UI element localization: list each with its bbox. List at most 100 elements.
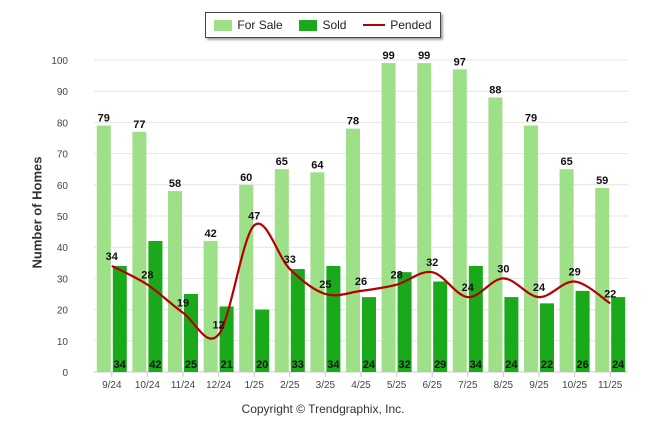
copyright-text: Copyright © Trendgraphix, Inc. [241, 402, 405, 416]
label-sold: 20 [256, 359, 268, 371]
label-sold: 24 [505, 359, 518, 371]
data-labels: 79 34 77 42 58 25 42 21 60 20 65 33 64 34 78 24 99 32 99 29… [98, 50, 626, 371]
label-pended: 25 [319, 279, 331, 291]
label-pended: 26 [355, 276, 367, 288]
label-for-sale: 42 [204, 228, 216, 240]
y-tick-label: 0 [62, 368, 68, 379]
bars [96, 63, 626, 373]
bar-sold [433, 281, 448, 372]
x-tick-label: 3/25 [316, 380, 336, 391]
bar-sold [575, 290, 590, 372]
label-pended: 32 [426, 257, 438, 269]
label-pended: 12 [212, 320, 224, 332]
bar-for-sale [96, 125, 111, 373]
label-for-sale: 65 [560, 156, 572, 168]
label-sold: 29 [434, 359, 446, 371]
y-tick-label: 80 [57, 118, 69, 129]
bar-for-sale [168, 191, 182, 372]
label-sold: 33 [292, 359, 304, 371]
label-pended: 30 [497, 263, 509, 275]
label-for-sale: 88 [489, 84, 501, 96]
label-for-sale: 60 [240, 172, 252, 184]
label-for-sale: 65 [276, 156, 288, 168]
label-for-sale: 58 [169, 178, 181, 190]
bar-sold [326, 265, 341, 372]
bar-sold [290, 269, 305, 372]
bar-for-sale [381, 63, 396, 373]
label-pended: 22 [604, 288, 616, 300]
legend-label-for-sale: For Sale [237, 18, 283, 32]
legend-item-for-sale[interactable]: For Sale [214, 18, 283, 32]
bar-sold [504, 297, 519, 372]
label-pended: 19 [177, 298, 189, 310]
x-tick-label: 10/24 [135, 380, 160, 391]
bar-sold [362, 297, 376, 372]
x-tick-label: 8/25 [494, 380, 514, 391]
label-for-sale: 79 [525, 113, 537, 125]
legend-label-sold: Sold [322, 18, 347, 32]
y-tick-label: 50 [57, 212, 69, 223]
legend-item-pended[interactable]: Pended [363, 18, 432, 32]
label-sold: 25 [185, 359, 197, 371]
label-pended: 34 [106, 251, 119, 263]
label-pended: 33 [284, 254, 296, 266]
bar-sold [112, 265, 127, 372]
bar-sold [219, 306, 234, 372]
label-for-sale: 79 [98, 113, 110, 125]
label-for-sale: 59 [596, 175, 608, 187]
bar-for-sale [310, 172, 325, 372]
label-for-sale: 97 [454, 56, 466, 68]
bar-sold [397, 272, 412, 372]
y-axis-label: Number of Homes [29, 156, 45, 269]
x-tick-label: 10/25 [562, 380, 587, 391]
x-tick-label: 9/24 [102, 380, 122, 391]
legend: For Sale Sold Pended [205, 12, 441, 38]
bar-sold [255, 309, 270, 372]
y-tick-label: 20 [57, 306, 69, 317]
label-sold: 21 [220, 359, 232, 371]
y-tick-label: 10 [57, 337, 69, 348]
bar-for-sale [203, 240, 218, 372]
y-axis-ticks: 0 10 20 30 40 50 60 70 80 90 100 [51, 56, 68, 379]
bar-for-sale [559, 169, 574, 372]
y-tick-label: 100 [51, 56, 68, 67]
for-sale-swatch-icon [214, 19, 233, 31]
label-sold: 34 [327, 359, 340, 371]
label-sold: 22 [541, 359, 553, 371]
y-tick-label: 90 [57, 87, 69, 98]
x-tick-label: 11/25 [598, 380, 623, 391]
label-for-sale: 78 [347, 116, 359, 128]
x-axis-ticks: 9/24 10/24 11/24 12/24 1/25 2/25 3/25 4/25 5/25 6… [102, 372, 623, 391]
label-pended: 47 [248, 210, 260, 222]
bar-for-sale [488, 97, 503, 372]
y-tick-label: 70 [57, 150, 69, 161]
x-tick-label: 11/24 [171, 380, 196, 391]
label-pended: 29 [568, 267, 580, 279]
pended-line-group [111, 222, 611, 340]
x-tick-label: 2/25 [280, 380, 300, 391]
y-tick-label: 40 [57, 243, 69, 254]
bar-sold [148, 240, 163, 372]
bar-for-sale [524, 125, 538, 373]
pended-line [111, 222, 611, 340]
x-tick-label: 6/25 [422, 380, 442, 391]
x-tick-label: 12/24 [206, 380, 231, 391]
label-pended: 24 [462, 282, 475, 294]
x-tick-label: 4/25 [351, 380, 371, 391]
label-for-sale: 99 [418, 50, 430, 62]
label-pended: 28 [141, 270, 153, 282]
bar-sold [611, 297, 626, 372]
bar-for-sale [274, 169, 289, 372]
pended-line-icon [363, 24, 386, 26]
label-sold: 34 [114, 359, 127, 371]
sold-swatch-icon [299, 19, 318, 31]
bar-for-sale [452, 69, 467, 373]
bar-for-sale [346, 128, 360, 372]
bar-for-sale [132, 131, 147, 372]
bar-sold [184, 294, 198, 372]
legend-label-pended: Pended [390, 18, 432, 32]
label-pended: 28 [390, 270, 402, 282]
label-sold: 32 [398, 359, 410, 371]
legend-item-sold[interactable]: Sold [299, 18, 346, 32]
